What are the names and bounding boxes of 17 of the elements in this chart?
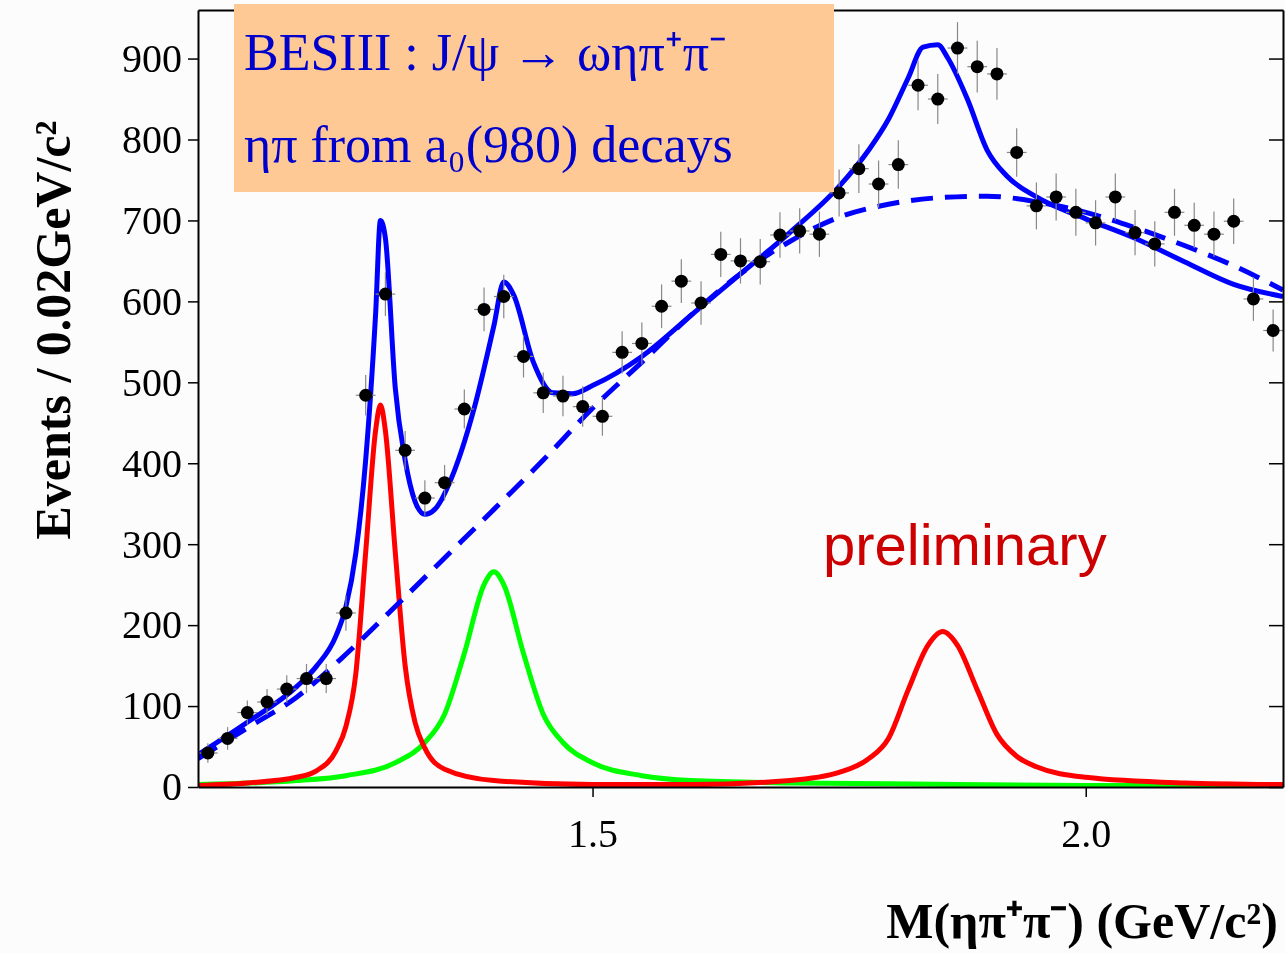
- annotation: ηπ from a₀(980) decays: [244, 116, 733, 174]
- x-axis-title: M(ηπ⁺π⁻) (GeV/c²): [886, 893, 1278, 949]
- annotation: BESIII : J/ψ → ωηπ⁺π⁻: [244, 24, 727, 81]
- y-tick-label: 600: [122, 278, 182, 324]
- x-tick-label: 1.5: [568, 811, 619, 857]
- y-axis-title: Events / 0.02GeV/c²: [25, 120, 81, 540]
- y-tick-label: 100: [122, 683, 182, 729]
- y-tick-label: 400: [122, 440, 182, 486]
- y-tick-label: 900: [122, 35, 182, 81]
- y-tick-label: 700: [122, 197, 182, 243]
- x-tick-label: 2.0: [1061, 811, 1112, 857]
- y-tick-label: 200: [122, 602, 182, 648]
- y-tick-label: 0: [162, 764, 182, 810]
- y-tick-label: 500: [122, 359, 182, 405]
- annotation: preliminary: [823, 512, 1107, 577]
- y-tick-label: 300: [122, 521, 182, 567]
- y-tick-label: 800: [122, 116, 182, 162]
